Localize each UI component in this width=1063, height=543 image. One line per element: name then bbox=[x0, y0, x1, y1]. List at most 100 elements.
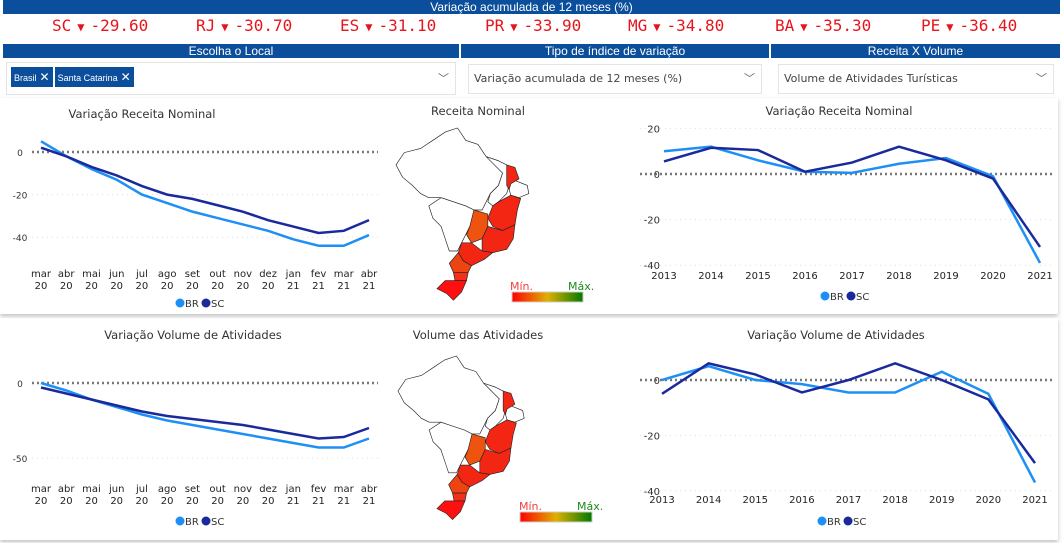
state-ba[interactable] bbox=[484, 419, 517, 454]
local-select[interactable]: Brasil ✕ Santa Catarina ✕ ﹀ bbox=[6, 62, 456, 95]
ticker-value: -35.30 bbox=[813, 16, 872, 35]
x-tick-label: jun 20 bbox=[108, 269, 124, 292]
legend-label[interactable]: SC bbox=[853, 517, 866, 528]
state-go[interactable] bbox=[464, 433, 486, 466]
y-tick-label: 0 bbox=[17, 149, 23, 159]
ticker-value: -29.60 bbox=[90, 16, 149, 35]
state-rs[interactable] bbox=[436, 280, 468, 301]
x-tick-label: ago 20 bbox=[158, 484, 177, 507]
x-tick-label: 2017 bbox=[836, 495, 861, 506]
x-tick-label: 2020 bbox=[976, 495, 1001, 506]
local-filter-label: Escolha o Local bbox=[3, 44, 459, 58]
x-tick-label: mar 20 bbox=[31, 484, 52, 507]
x-tick-label: jan 21 bbox=[285, 484, 301, 507]
series-line-br[interactable] bbox=[40, 140, 370, 247]
ticker-item-mg: MG ▼ -34.80 bbox=[628, 16, 724, 35]
ticker-item-ba: BA ▼ -35.30 bbox=[775, 16, 871, 35]
remove-chip-icon[interactable]: ✕ bbox=[39, 70, 50, 84]
x-tick-label: 2016 bbox=[789, 495, 814, 506]
ticker-state: MG bbox=[628, 16, 648, 35]
series-line-sc[interactable] bbox=[661, 362, 1037, 464]
ticker-arrow: ▼ bbox=[653, 20, 661, 34]
x-tick-label: 2014 bbox=[696, 495, 721, 506]
legend-label[interactable]: BR bbox=[827, 517, 841, 528]
ticker-arrow: ▼ bbox=[800, 20, 808, 34]
chip-label: Brasil bbox=[14, 73, 37, 83]
ticker-arrow: ▼ bbox=[510, 20, 518, 34]
x-tick-label: jul 20 bbox=[135, 269, 148, 292]
state-sc[interactable] bbox=[452, 492, 467, 502]
ticker-arrow: ▼ bbox=[221, 20, 229, 34]
color-scale bbox=[519, 511, 593, 523]
x-tick-label: 2018 bbox=[886, 271, 911, 282]
chip-label: Santa Catarina bbox=[57, 73, 118, 83]
x-tick-label: 2016 bbox=[792, 271, 817, 282]
color-scale bbox=[511, 291, 584, 303]
series-line-br[interactable] bbox=[663, 145, 1042, 264]
ticker-state: SC bbox=[52, 16, 72, 35]
series-line-sc[interactable] bbox=[40, 146, 370, 235]
series-line-sc[interactable] bbox=[663, 145, 1042, 248]
ticker-value: -34.80 bbox=[666, 16, 725, 35]
y-tick-label: -20 bbox=[644, 216, 660, 227]
legend-max: Máx. bbox=[577, 500, 603, 513]
legend-label[interactable]: BR bbox=[185, 299, 199, 310]
x-tick-label: mar 20 bbox=[31, 269, 52, 292]
x-tick-label: jul 20 bbox=[135, 484, 148, 507]
select-value: Volume de Atividades Turísticas bbox=[784, 72, 958, 85]
legend-label[interactable]: SC bbox=[211, 517, 224, 528]
revenue-volume-label: Receita X Volume bbox=[771, 44, 1060, 58]
ticker-state: RJ bbox=[196, 16, 216, 35]
legend-label[interactable]: BR bbox=[830, 292, 844, 303]
chevron-down-icon[interactable]: ﹀ bbox=[438, 72, 449, 85]
chip-brasil: Brasil ✕ bbox=[11, 67, 53, 87]
x-tick-label: 2015 bbox=[745, 271, 770, 282]
series-line-sc[interactable] bbox=[40, 386, 370, 440]
legend-label[interactable]: SC bbox=[856, 292, 869, 303]
chart-title: Variação Volume de Atividades bbox=[747, 328, 925, 342]
x-tick-label: 2021 bbox=[1027, 271, 1052, 282]
state-rs[interactable] bbox=[436, 500, 466, 521]
ticker-value: -31.10 bbox=[378, 16, 437, 35]
x-tick-label: jun 20 bbox=[108, 484, 124, 507]
state-ba[interactable] bbox=[487, 194, 522, 231]
ticker-state: PR bbox=[485, 16, 505, 35]
x-tick-label: mar 21 bbox=[334, 269, 355, 292]
legend-label[interactable]: SC bbox=[211, 299, 224, 310]
x-tick-label: fev 21 bbox=[311, 269, 327, 292]
index-type-select[interactable]: Variação acumulada de 12 meses (%) ﹀ bbox=[468, 64, 762, 94]
x-tick-label: 2019 bbox=[929, 495, 954, 506]
legend-label[interactable]: BR bbox=[185, 517, 199, 528]
remove-chip-icon[interactable]: ✕ bbox=[120, 70, 131, 84]
x-tick-label: abr 20 bbox=[58, 269, 75, 292]
state-ce[interactable] bbox=[506, 164, 520, 191]
x-tick-label: mai 20 bbox=[82, 269, 101, 292]
x-tick-label: 2021 bbox=[1022, 495, 1047, 506]
state-go[interactable] bbox=[466, 209, 489, 244]
ticker-value: -36.40 bbox=[959, 16, 1018, 35]
x-tick-label: 2013 bbox=[649, 495, 674, 506]
x-tick-label: ago 20 bbox=[158, 269, 177, 292]
state-north[interactable] bbox=[397, 355, 500, 435]
x-tick-label: 2019 bbox=[933, 271, 958, 282]
ticker-arrow: ▼ bbox=[77, 20, 85, 34]
y-tick-label: 20 bbox=[647, 124, 660, 135]
chart-title: Variação Receita Nominal bbox=[69, 107, 216, 121]
series-line-br[interactable] bbox=[661, 364, 1037, 484]
ticker-arrow: ▼ bbox=[946, 20, 954, 34]
x-tick-label: jan 21 bbox=[285, 269, 301, 292]
page-title: Variação acumulada de 12 meses (%) bbox=[3, 0, 1060, 14]
map-title: Volume das Atividades bbox=[413, 328, 544, 342]
brazil-map-receita[interactable] bbox=[395, 127, 530, 301]
legend-marker-br bbox=[175, 516, 185, 526]
brazil-map-volume[interactable] bbox=[397, 355, 525, 521]
ticker-item-rj: RJ ▼ -30.70 bbox=[196, 16, 292, 35]
legend-marker-br bbox=[175, 298, 185, 308]
state-ce[interactable] bbox=[502, 390, 516, 416]
state-sc[interactable] bbox=[452, 271, 469, 281]
select-value: Variação acumulada de 12 meses (%) bbox=[474, 72, 683, 85]
x-tick-label: dez 20 bbox=[259, 484, 277, 507]
revenue-volume-select[interactable]: Volume de Atividades Turísticas ﹀ bbox=[778, 64, 1054, 94]
ticker-state: BA bbox=[775, 16, 795, 35]
state-north[interactable] bbox=[395, 127, 503, 211]
